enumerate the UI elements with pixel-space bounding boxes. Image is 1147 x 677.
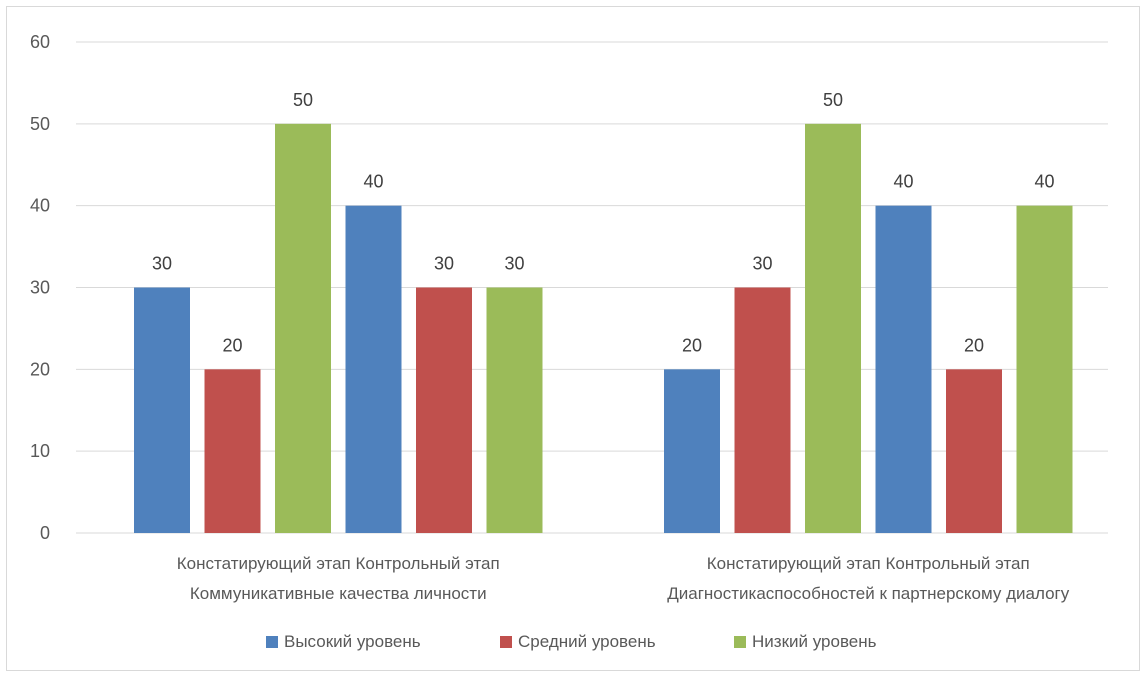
y-tick-label: 50 (30, 114, 50, 134)
bar (1016, 205, 1073, 533)
bar (805, 123, 861, 533)
y-tick-label: 30 (30, 278, 50, 298)
legend-label: Средний уровень (518, 632, 656, 651)
bar (416, 287, 472, 533)
y-tick-label: 10 (30, 441, 50, 461)
bar (486, 287, 543, 533)
y-tick-label: 60 (30, 32, 50, 52)
legend-label: Высокий уровень (284, 632, 421, 651)
x-category-label: Констатирующий этап Контрольный этап (177, 554, 500, 573)
bar (204, 369, 261, 533)
legend-swatch (734, 636, 746, 648)
y-tick-label: 0 (40, 523, 50, 543)
data-label: 50 (823, 90, 843, 110)
x-group-label: Диагностикаспособностей к партнерскому д… (667, 584, 1070, 603)
data-label: 20 (222, 335, 242, 355)
x-group-label: Коммуникативные качества личности (190, 584, 487, 603)
data-label: 40 (893, 172, 913, 192)
legend-swatch (500, 636, 512, 648)
bar (345, 205, 402, 533)
data-label: 20 (964, 335, 984, 355)
data-label: 30 (434, 254, 454, 274)
bar (946, 369, 1002, 533)
legend-label: Низкий уровень (752, 632, 877, 651)
data-label: 40 (1034, 172, 1054, 192)
data-label: 40 (363, 172, 383, 192)
bar (734, 287, 791, 533)
chart-frame (6, 6, 1140, 671)
x-category-label: Констатирующий этап Контрольный этап (707, 554, 1030, 573)
bar (664, 369, 720, 533)
bar (275, 123, 331, 533)
y-tick-label: 20 (30, 359, 50, 379)
data-label: 20 (682, 335, 702, 355)
bar (134, 287, 190, 533)
data-label: 30 (752, 254, 772, 274)
legend-swatch (266, 636, 278, 648)
data-label: 50 (293, 90, 313, 110)
data-label: 30 (504, 254, 524, 274)
y-tick-label: 40 (30, 196, 50, 216)
data-label: 30 (152, 254, 172, 274)
bar (875, 205, 932, 533)
